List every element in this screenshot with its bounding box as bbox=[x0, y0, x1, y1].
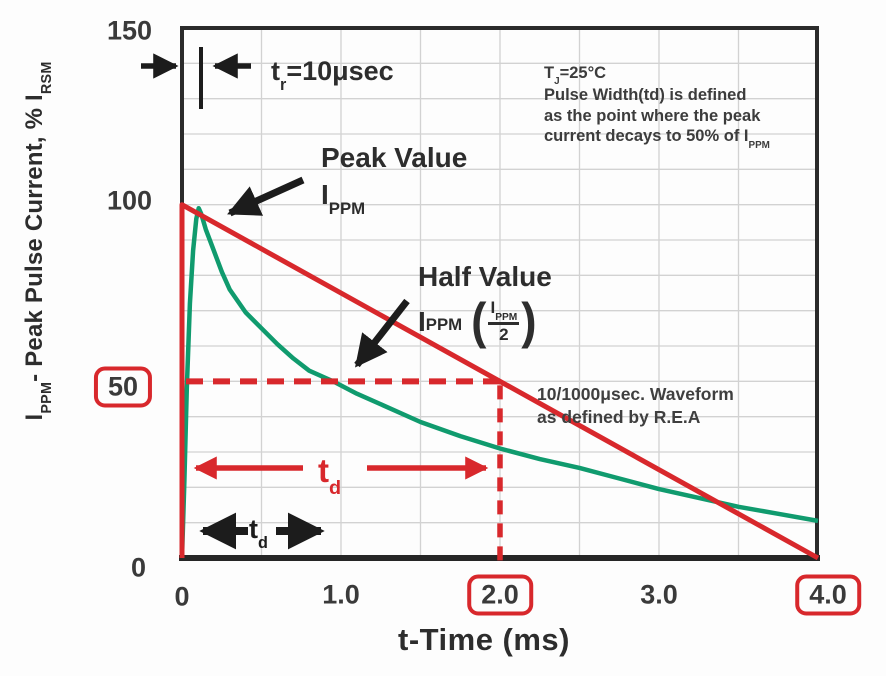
peak-ippm-sub: PPM bbox=[328, 199, 366, 219]
peak-value-arrow-icon bbox=[227, 176, 305, 217]
rea-10-1000-waveform-curve bbox=[179, 202, 820, 561]
peak-value-label: Peak Value IPPM bbox=[321, 139, 468, 217]
x-axis-title: t-Time (ms) bbox=[397, 622, 571, 657]
conditions-line2: Pulse Width(td) is defined bbox=[544, 86, 747, 105]
x-tick-label-2.0: 2.0 bbox=[467, 574, 533, 616]
frac-num-sub: PPM bbox=[495, 311, 518, 323]
y-title-sub-ppm: PPM bbox=[38, 381, 55, 414]
x-tick-label-4.0: 4.0 bbox=[795, 574, 861, 616]
y-tick-label-0: 0 bbox=[130, 552, 146, 583]
tj-sub: J bbox=[554, 76, 560, 88]
rea-line2: as defined by R.E.A bbox=[537, 407, 701, 427]
half-ippm-pre: I bbox=[418, 305, 426, 337]
peak-ippm-pre: I bbox=[321, 179, 329, 210]
x-tick-label-3.0: 3.0 bbox=[640, 579, 678, 610]
grid-lines bbox=[183, 29, 816, 557]
td-black-pre: t bbox=[249, 514, 258, 544]
tj-post: =25°C bbox=[559, 64, 607, 82]
tj-pre: T bbox=[544, 64, 555, 82]
actual-pulse-waveform-curve bbox=[179, 205, 819, 559]
fraction-numerator: IPPM bbox=[488, 298, 520, 325]
half-line2: I PPM ( IPPM 2 ) bbox=[418, 292, 552, 349]
conditions-note: TJ=25°C Pulse Width(td) is defined as th… bbox=[544, 63, 770, 151]
x-tick-label-0: 0 bbox=[174, 581, 190, 612]
paren-close: ) bbox=[521, 292, 537, 349]
y-axis-title: IPPM- Peak Pulse Current, % IRSM bbox=[21, 31, 59, 451]
x-tick-label-1.0: 1.0 bbox=[322, 579, 360, 610]
rea-line1: 10/1000μsec. Waveform bbox=[537, 384, 734, 404]
half-line1: Half Value bbox=[418, 261, 552, 292]
half-ippm-sub: PPM bbox=[425, 314, 463, 334]
td-red-label: td bbox=[318, 452, 341, 498]
conditions-line1: TJ=25°C bbox=[544, 63, 770, 88]
waveform-curves bbox=[179, 202, 820, 561]
rea-waveform-note: 10/1000μsec. Waveform as defined by R.E.… bbox=[537, 383, 734, 429]
reference-dashed-lines bbox=[186, 378, 503, 563]
tr-post: =10μsec bbox=[286, 56, 394, 86]
y-title-mid: - Peak Pulse Current, % I bbox=[21, 94, 48, 382]
cond4-sub: PPM bbox=[748, 139, 770, 151]
y-tick-label-100: 100 bbox=[106, 185, 152, 216]
td-red-sub: d bbox=[329, 476, 342, 499]
rise-time-label: tr=10μsec bbox=[271, 56, 394, 93]
cond4-pre: current decays to 50% of I bbox=[544, 127, 749, 146]
peak-line2: IPPM bbox=[321, 176, 467, 217]
td-black-sub: d bbox=[258, 533, 268, 552]
half-value-arrow-icon bbox=[354, 298, 410, 368]
conditions-line3: as the point where the peak bbox=[544, 106, 761, 125]
peak-line1: Peak Value bbox=[321, 142, 468, 173]
td-black-label: td bbox=[249, 514, 268, 551]
conditions-line4: current decays to 50% of IPPM bbox=[544, 126, 770, 151]
tr-pre: t bbox=[271, 56, 280, 86]
y-title-sub-rsm: RSM bbox=[38, 61, 55, 95]
y-tick-label-50: 50 bbox=[93, 366, 152, 408]
y-tick-label-150: 150 bbox=[106, 15, 152, 46]
paren-open: ( bbox=[471, 292, 487, 349]
fraction-denominator: 2 bbox=[499, 324, 509, 344]
y-title-pre: I bbox=[21, 413, 48, 421]
td-red-pre: t bbox=[318, 452, 329, 489]
tr-sub: r bbox=[280, 75, 287, 94]
ippm-over-2-fraction: IPPM 2 bbox=[488, 298, 520, 344]
half-value-label: Half Value I PPM ( IPPM 2 ) bbox=[418, 259, 552, 349]
frac-num-pre: I bbox=[490, 298, 496, 317]
